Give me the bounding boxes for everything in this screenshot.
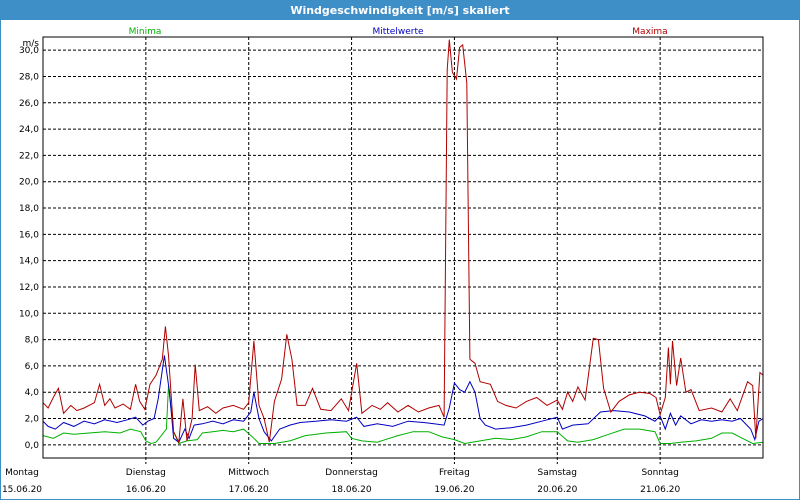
series-line-mittelwerte (42, 355, 764, 443)
x-date-label: 20.06.20 (537, 485, 577, 495)
x-day-label: Freitag (439, 468, 470, 478)
y-tick-label: 8,0 (25, 336, 40, 346)
y-tick-label: 16,0 (19, 230, 39, 240)
plot-frame (42, 36, 764, 459)
y-tick-label: 10,0 (19, 309, 39, 319)
x-day-label: Sonntag (641, 468, 678, 478)
chart-title: Windgeschwindigkeit [m/s] skaliert (1, 1, 799, 20)
y-tick-label: 28,0 (19, 72, 39, 82)
x-day-label: Donnerstag (325, 468, 378, 478)
y-tick-label: 14,0 (19, 257, 39, 267)
y-axis-label: m/s (23, 39, 40, 49)
x-day-label: Samstag (538, 468, 577, 478)
y-tick-label: 30,0 (19, 46, 39, 56)
x-date-label: 17.06.20 (229, 485, 269, 495)
x-date-label: 19.06.20 (434, 485, 474, 495)
y-tick-label: 24,0 (19, 125, 39, 135)
x-day-label: Mittwoch (228, 468, 269, 478)
y-tick-label: 20,0 (19, 178, 39, 188)
legend-mittelwerte: Mittelwerte (372, 27, 423, 37)
x-date-label: 16.06.20 (126, 485, 166, 495)
y-tick-label: 2,0 (25, 415, 40, 425)
legend-minima: Minima (129, 27, 162, 37)
labels: 0,0 2,0 4,0 6,0 8,0 10,0 12,0 14,0 16,0 18,0 20,0 2… (2, 27, 680, 495)
y-tick-label: 6,0 (25, 362, 40, 372)
x-day-label: Dienstag (126, 468, 166, 478)
y-tick-label: 4,0 (25, 388, 40, 398)
x-day-label: Montag (5, 468, 39, 478)
legend-maxima: Maxima (632, 27, 667, 37)
x-date-label: 15.06.20 (2, 485, 42, 495)
y-tick-label: 18,0 (19, 204, 39, 214)
series-line-maxima (42, 39, 764, 444)
series-line-minima (42, 385, 764, 445)
y-tick-label: 26,0 (19, 99, 39, 109)
grid (43, 37, 763, 464)
y-tick-label: 0,0 (25, 441, 40, 451)
series-layer (42, 39, 764, 445)
y-tick-label: 12,0 (19, 283, 39, 293)
x-date-label: 21.06.20 (640, 485, 680, 495)
x-date-label: 18.06.20 (332, 485, 372, 495)
y-tick-label: 22,0 (19, 151, 39, 161)
